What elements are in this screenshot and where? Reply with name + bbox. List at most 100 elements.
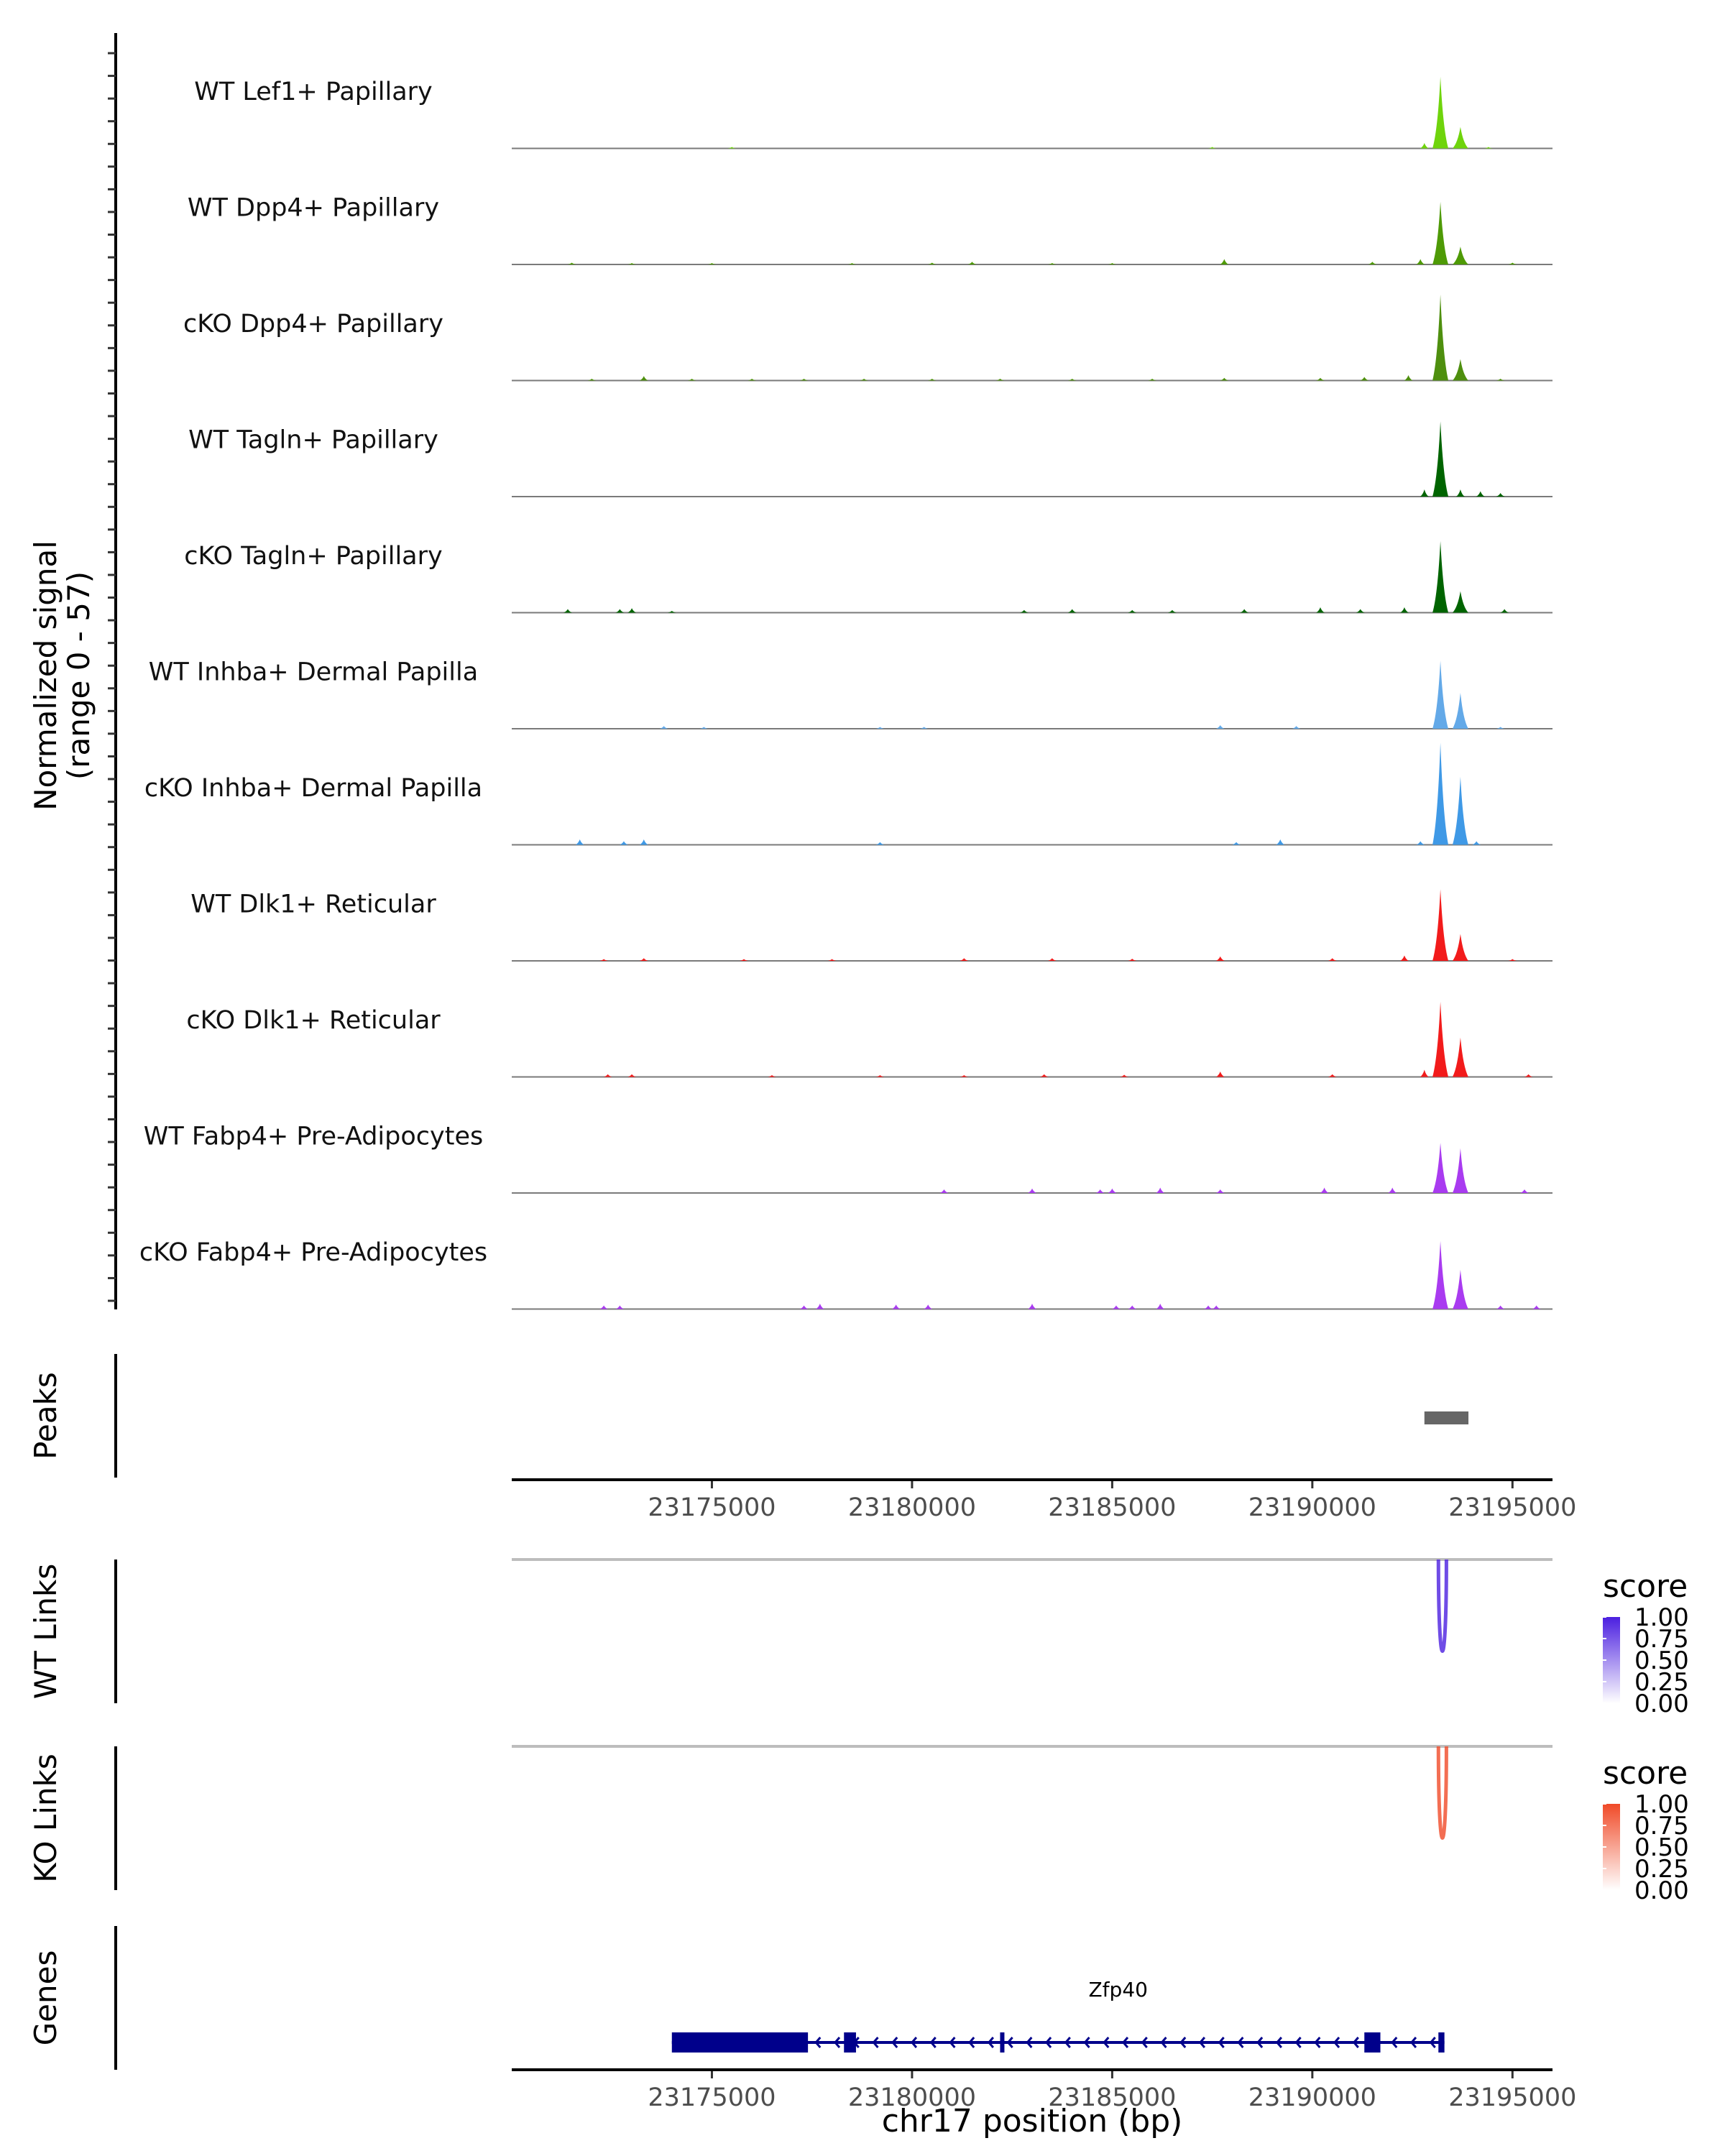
coverage-peak	[1432, 1143, 1449, 1193]
coverage-peak	[1212, 1305, 1221, 1309]
coverage-peak	[1476, 491, 1485, 497]
strand-arrow	[1314, 2037, 1321, 2048]
track-1: WT Dpp4+ Papillary	[188, 194, 1552, 265]
coverage-peak	[567, 262, 576, 264]
coverage-peak	[748, 379, 757, 381]
x-tick-label: 23185000	[1048, 1493, 1176, 1522]
strand-arrow	[1179, 2037, 1187, 2048]
coverage-peak	[659, 726, 668, 729]
coverage-peak	[1432, 294, 1449, 381]
coverage-peak	[627, 608, 637, 613]
coverage-peak	[599, 959, 609, 961]
coverage-peak	[1452, 591, 1468, 613]
gene-exon	[1364, 2032, 1381, 2053]
coverage-peak	[1067, 379, 1077, 381]
coverage-peak	[1276, 839, 1285, 845]
legend-tick-label: 0.50	[1634, 1833, 1689, 1862]
strand-arrow	[834, 2037, 841, 2048]
strand-arrow	[968, 2037, 975, 2048]
coverage-peak	[1432, 889, 1449, 961]
coverage-peak	[1520, 1189, 1530, 1193]
coverage-peak	[1019, 609, 1029, 613]
coverage-peak	[1156, 1304, 1165, 1309]
legend-tick-label: 0.25	[1634, 1855, 1689, 1884]
coverage-peak	[1120, 1074, 1129, 1077]
strand-arrow	[949, 2037, 956, 2048]
coverage-peak	[1047, 263, 1057, 264]
strand-arrow	[1237, 2037, 1244, 2048]
coverage-peak	[1320, 1187, 1329, 1193]
coverage-peak	[1472, 841, 1481, 845]
track-label: cKO Inhba+ Dermal Papilla	[144, 774, 482, 803]
coverage-peak	[740, 959, 749, 961]
legend-tick-label: 0.75	[1634, 1625, 1689, 1654]
strand-arrow	[1218, 2037, 1225, 2048]
coverage-peak	[995, 379, 1005, 381]
strand-arrow	[1160, 2037, 1167, 2048]
coverage-peak	[799, 379, 809, 381]
coverage-peak	[1452, 693, 1468, 729]
coverage-peak	[699, 727, 709, 729]
x-tick-label: 23175000	[648, 2083, 776, 2112]
track-0: WT Lef1+ Papillary	[194, 76, 1552, 149]
track-4: cKO Tagln+ Papillary	[184, 540, 1552, 614]
coverage-peak	[619, 841, 628, 845]
coverage-peak	[1496, 727, 1505, 729]
track-label: WT Inhba+ Dermal Papilla	[149, 658, 478, 687]
coverage-peak	[1215, 1189, 1225, 1193]
x-tick-label: 23195000	[1448, 1493, 1576, 1522]
strand-arrow	[929, 2037, 937, 2048]
strand-arrow	[1006, 2037, 1013, 2048]
x-axis-ticks: 23175000 23180000 23185000 23190000 23195000	[648, 1481, 1576, 1522]
coverage-peak	[1404, 375, 1413, 381]
coverage-peak	[639, 958, 648, 961]
coverage-peak	[1156, 1187, 1165, 1193]
track-7: WT Dlk1+ Reticular	[190, 889, 1552, 962]
track-10: cKO Fabp4+ Pre-Adipocytes	[139, 1238, 1552, 1310]
strand-arrow	[1083, 2037, 1090, 2048]
coverage-peak	[1028, 1188, 1036, 1193]
coverage-peak	[1432, 660, 1449, 729]
x-tick-label: 23175000	[648, 1493, 776, 1522]
track-label: cKO Dpp4+ Papillary	[183, 310, 443, 338]
coverage-peak	[1128, 959, 1137, 961]
coverage-peak	[1420, 489, 1429, 497]
coverage-peak	[563, 609, 572, 613]
gene-exon	[671, 2032, 809, 2053]
coverage-ylabel-line1: Normalized signal	[28, 540, 63, 811]
track-label: WT Tagln+ Papillary	[188, 426, 438, 455]
strand-arrow	[1409, 2037, 1417, 2048]
peaks-track	[1424, 1411, 1469, 1424]
coverage-peak	[1524, 1074, 1533, 1077]
links-label: WT Links	[28, 1564, 63, 1699]
coverage-peak	[1356, 609, 1365, 613]
track-label: WT Dlk1+ Reticular	[190, 890, 436, 919]
gene-exon	[1000, 2032, 1005, 2053]
strand-arrow	[1333, 2037, 1340, 2048]
coverage-peak	[615, 1305, 625, 1309]
coverage-peak	[599, 1305, 609, 1309]
coverage-peak	[1432, 540, 1449, 613]
coverage-peak	[1111, 1305, 1121, 1309]
track-label: cKO Dlk1+ Reticular	[186, 1006, 441, 1035]
coverage-peak	[1496, 1305, 1505, 1309]
coverage-peak	[667, 611, 676, 613]
gene-exon	[1438, 2032, 1445, 2053]
strand-arrow	[1026, 2037, 1033, 2048]
coverage-peak	[603, 1074, 612, 1077]
gene-0: Zfp40	[671, 1978, 1445, 2053]
coverage-peak	[1095, 1189, 1105, 1193]
legend-tick-label: 0.00	[1634, 1690, 1689, 1718]
strand-arrow	[1122, 2037, 1129, 2048]
coverage-peak	[1452, 934, 1468, 961]
coverage-peak	[1432, 742, 1449, 845]
coverage-peak	[1452, 247, 1468, 264]
coverage-peak	[1204, 1305, 1213, 1309]
coverage-peak	[1416, 841, 1425, 845]
coverage-y-ticks	[108, 52, 116, 1302]
coverage-peak	[1240, 609, 1249, 613]
strand-arrow	[1045, 2037, 1052, 2048]
